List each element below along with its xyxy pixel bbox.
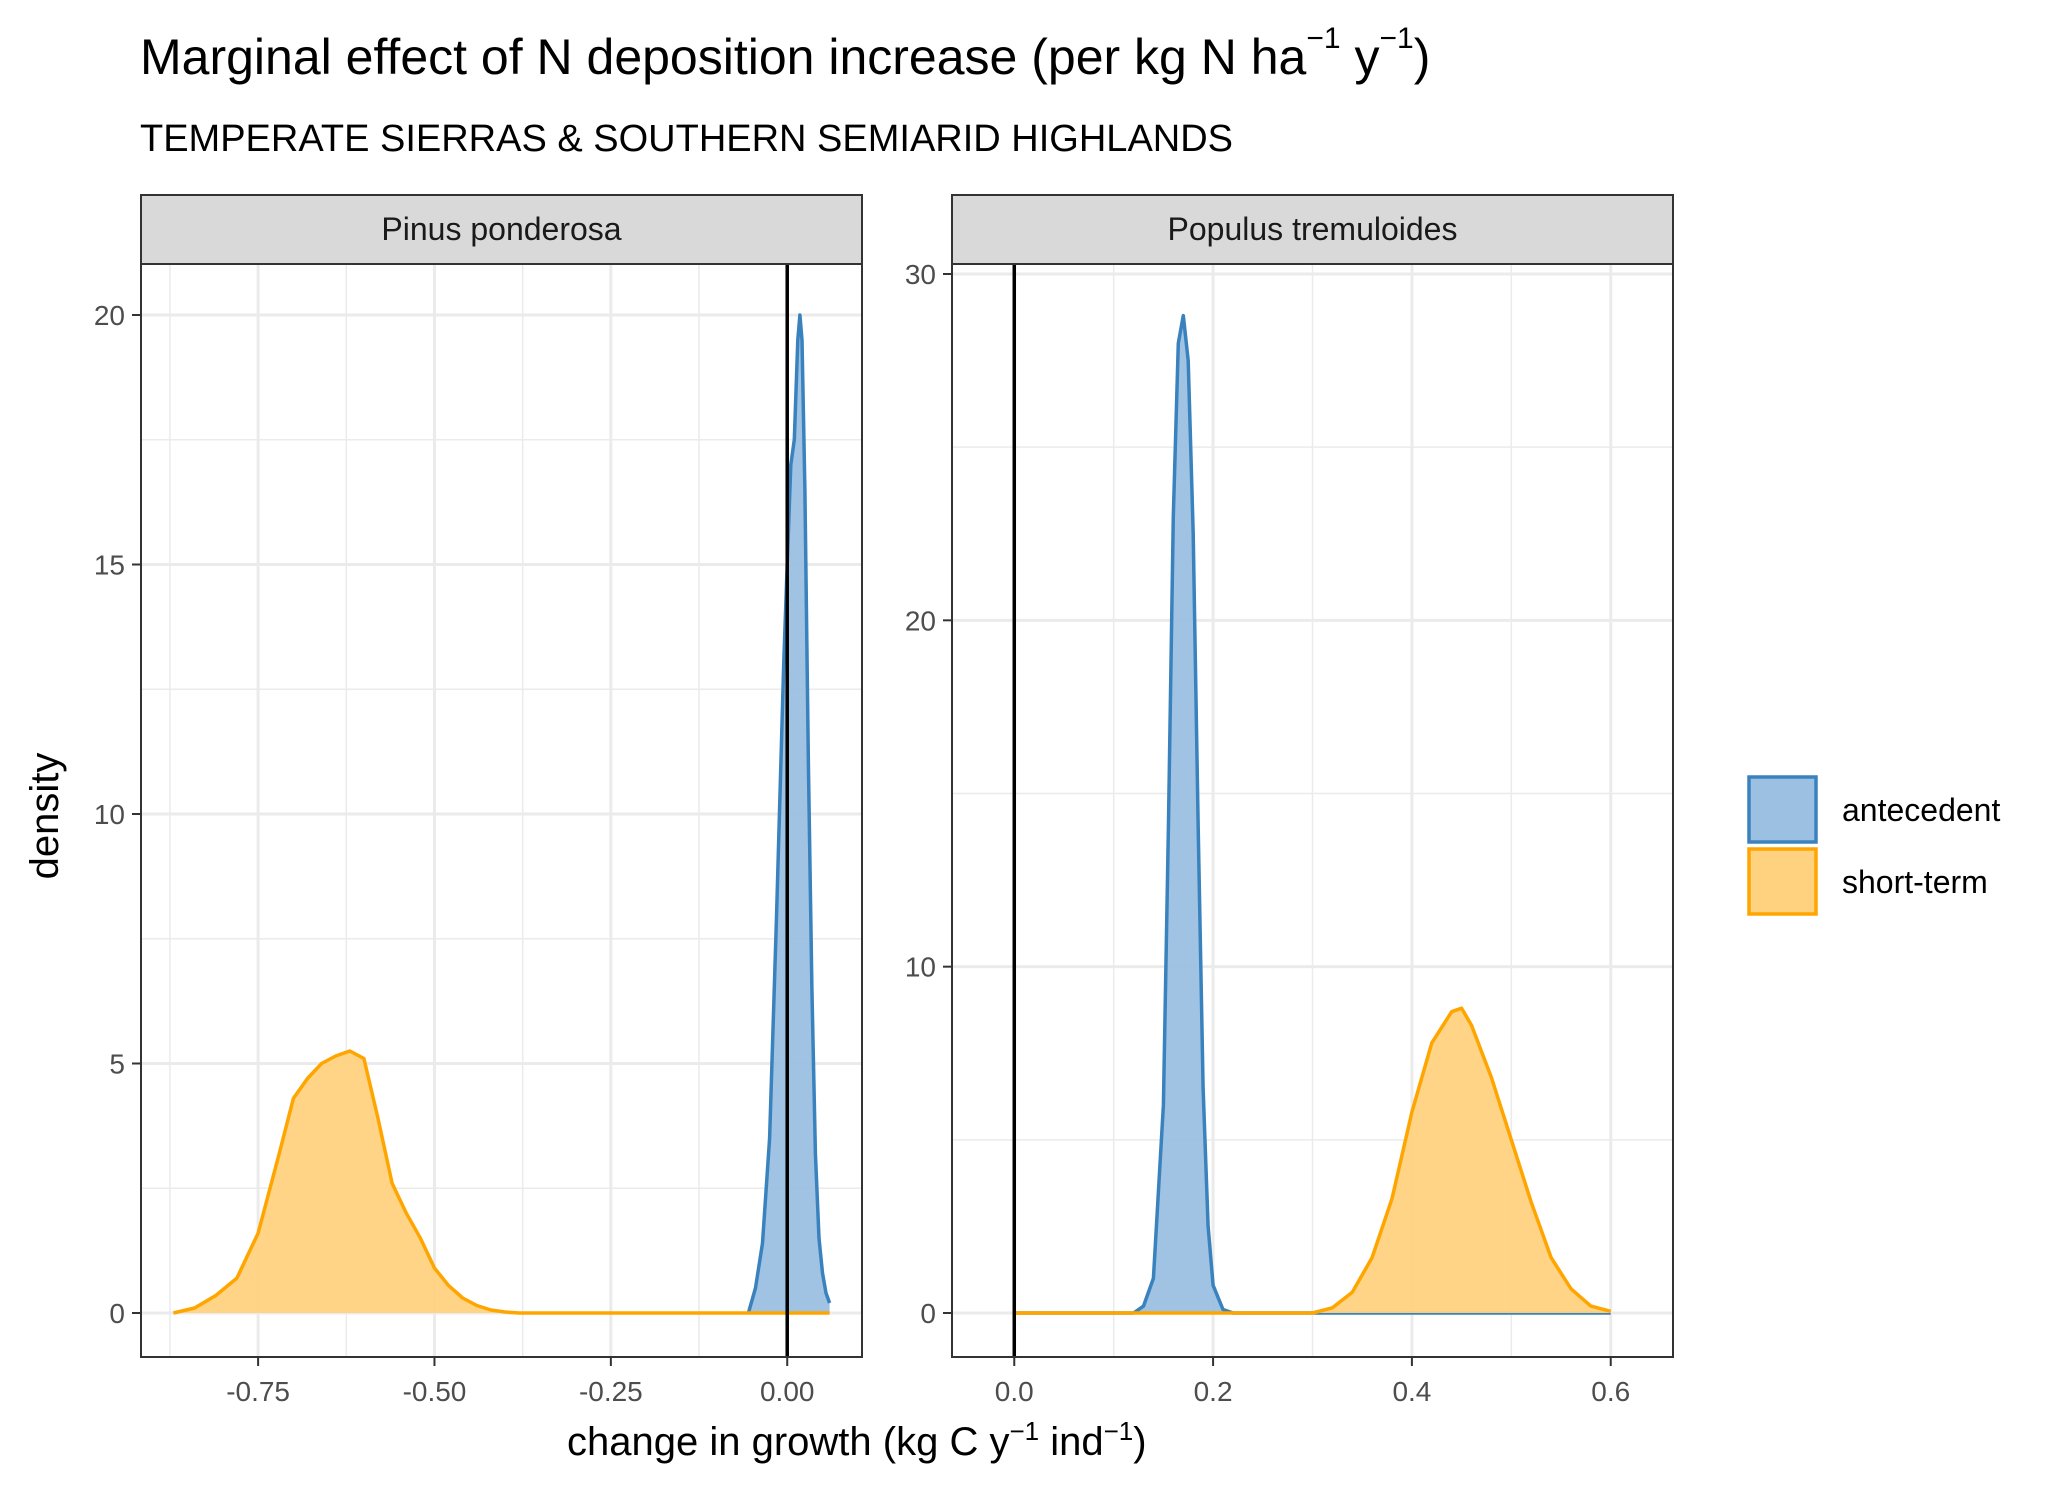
panel-2: 0 10 20 30 0.0 0.2 0.4 0.6 Populus tremuloides: [905, 194, 1674, 1407]
x-tick-label: 0.00: [760, 1376, 815, 1407]
facet-strip: [140, 194, 863, 265]
x-axis-label: change in growth (kg C y−1 ind−1): [567, 1416, 1147, 1464]
density-line-antecedent: [1014, 313, 1611, 1315]
y-tick-label: 20: [94, 300, 125, 331]
density-area-short_term: [1014, 1008, 1611, 1313]
panel-1: 0 5 10 15 20 -0.75 -0.50 -0.25 0.00 Pinus pondero…: [94, 194, 863, 1407]
x-tick-label: 0.6: [1591, 1376, 1630, 1407]
legend: antecedent short-term: [1747, 775, 2000, 916]
x-tick-label: -0.25: [579, 1376, 643, 1407]
facet-strip: [951, 194, 1674, 265]
density-line-antecedent: [746, 313, 832, 1314]
y-tick-label: 5: [109, 1049, 125, 1080]
y-tick-label: 20: [905, 605, 936, 636]
legend-label-short_term: short-term: [1842, 864, 1988, 900]
y-tick-label: 15: [94, 550, 125, 581]
panel-background: [141, 264, 862, 1357]
y-tick-label: 0: [920, 1298, 936, 1329]
x-tick-label: -0.75: [226, 1376, 290, 1407]
y-tick-label: 10: [94, 799, 125, 830]
legend-key-short_term: [1747, 847, 1818, 916]
density-area-antecedent: [748, 315, 830, 1313]
y-tick-label: 30: [905, 259, 936, 290]
x-tick-label: 0.0: [995, 1376, 1034, 1407]
density-line-short_term: [1014, 1006, 1612, 1315]
legend-label-antecedent: antecedent: [1842, 792, 2000, 828]
y-tick-label: 10: [905, 952, 936, 983]
x-tick-label: -0.50: [403, 1376, 467, 1407]
legend-key-antecedent: [1747, 775, 1818, 844]
chart-subtitle: TEMPERATE SIERRAS & SOUTHERN SEMIARID HI…: [140, 118, 1234, 160]
x-tick-label: 0.4: [1392, 1376, 1431, 1407]
density-line-short_term: [172, 1049, 830, 1315]
facet-strip-label: Pinus ponderosa: [381, 211, 621, 247]
chart-title: Marginal effect of N deposition increase…: [140, 22, 1431, 85]
y-tick-label: 0: [109, 1298, 125, 1329]
y-axis-label: density: [23, 753, 67, 880]
density-area-short_term: [173, 1051, 830, 1313]
facet-strip-label: Populus tremuloides: [1168, 211, 1458, 247]
x-tick-label: 0.2: [1194, 1376, 1233, 1407]
